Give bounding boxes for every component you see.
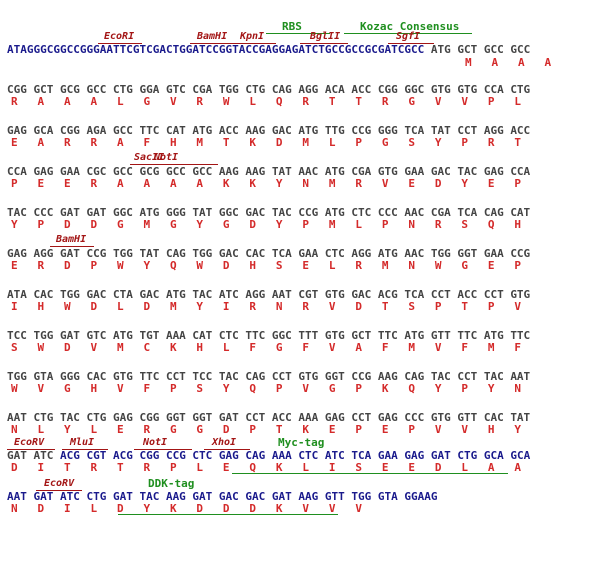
site-ecorv-line-row10: [7, 449, 55, 450]
aa-row-3: P E E R A A A A K K Y N M R V E D Y E P: [11, 177, 521, 190]
aa-row-10: D I T R T R P L E Q K L I S E E D L A A: [11, 461, 521, 474]
site-mlui-line: [62, 449, 108, 450]
nt-row-1: CGG GCT GCG GCC CTG GGA GTC CGA TGG CTG …: [7, 83, 531, 96]
aa-row-9: N L Y L E R G G D P T K E P E P V V H Y: [11, 423, 521, 436]
aa-row-6: I H W D L D M Y I R N R V D T S P T P V: [11, 300, 521, 313]
aa-row-1: R A A A L G V R W L Q R T T R G V V P L: [11, 95, 521, 108]
site-noti-label-row10: NotI: [143, 437, 168, 448]
site-noti-line-row10: [134, 449, 192, 450]
site-kpni-label: KpnI: [240, 31, 265, 42]
site-sacii-label: SacII: [134, 152, 165, 163]
nt-row-8: TGG GTA GGG CAC GTG TTC CCT TCC TAC CAG …: [7, 370, 531, 383]
nt-row-5: GAG AGG GAT CCG TGG TAT CAG TGG GAC CAC …: [7, 247, 531, 260]
nt-row-2: GAG GCA CGG AGA GCC TTC CAT ATG ACC AAG …: [7, 124, 531, 137]
feature-kozac-label: Kozac Consensus: [360, 20, 460, 33]
nt-row-3: CCA GAG GAA CGC GCC GCG GCC GCC AAG AAG …: [7, 165, 531, 178]
site-bamhi-label: BamHI: [197, 31, 228, 42]
site-bamhi-line-row5: [50, 246, 94, 247]
feature-kozac-line: [344, 33, 472, 34]
feature-ddk-tag-line: [118, 514, 338, 515]
header-sequence-line: ATAGGGCGGCCGGGAATTCGTCGACTGGATCCGGTACCGA…: [7, 43, 530, 56]
feature-rbs-line: [266, 33, 330, 34]
site-bamhi-label-row5: BamHI: [56, 234, 87, 245]
aa-row-8: W V G H V F P S Y Q P V G P K Q Y P Y N: [11, 382, 521, 395]
site-noti-label-row3: NotI: [154, 152, 179, 163]
site-xhoi-label: XhoI: [212, 437, 237, 448]
site-ecorv-line-row11: [36, 490, 82, 491]
header-aa-line: M A A A: [465, 56, 552, 69]
site-sgfi-label: SgfI: [396, 31, 421, 42]
site-sgfi-line: [388, 43, 434, 44]
nt-row-10-start: GAT ATC: [7, 449, 60, 462]
site-mlui-label: MluI: [70, 437, 95, 448]
site-bamhi-kpni-line: [190, 43, 276, 44]
site-bglii-line: [300, 43, 348, 44]
aa-row-2: E A R R A F H M T K D M L P G S Y P R T: [11, 136, 521, 149]
site-ecori-line: [98, 43, 142, 44]
feature-myc-tag-label: Myc-tag: [278, 436, 325, 449]
site-ecorv-label-row10: EcoRV: [14, 437, 45, 448]
site-ecori-label: EcoRI: [104, 31, 135, 42]
feature-myc-tag-line: [232, 473, 508, 474]
nt-row-4: TAC CCC GAT GAT GGC ATG GGG TAT GGC GAC …: [7, 206, 531, 219]
vector-sequence: ATAGGGCGGCCGGGAATTCGTCGACTGGATCCGGTACCGA…: [7, 43, 425, 56]
site-bglii-label: BglII: [310, 31, 341, 42]
aa-row-7: S W D V M C K H L F G F V A F M V F M F: [11, 341, 521, 354]
feature-rbs-label: RBS: [282, 20, 302, 33]
nt-row-6: ATA CAC TGG GAC CTA GAC ATG TAC ATC AGG …: [7, 288, 531, 301]
nt-row-10: GAT ATC ACG CGT ACG CGG CCG CTC GAG CAG …: [7, 449, 530, 462]
aa-row-5: E R D P W Y Q W D H S E L R M N W G E P: [11, 259, 521, 272]
aa-row-4: Y P D D G M G Y G D Y P M L P N R S Q H: [11, 218, 521, 231]
nt-row-7: TCC TGG GAT GTC ATG TGT AAA CAT CTC TTC …: [7, 329, 531, 342]
aa-row-11: N D I L D Y K D D D K V V V: [11, 502, 362, 515]
nt-row-10-vector: ACG CGT ACG CGG CCG CTC GAG CAG AAA CTC …: [59, 449, 531, 462]
feature-ddk-tag-label: DDK-tag: [148, 477, 195, 490]
nt-row-11: AAT GAT ATC CTG GAT TAC AAG GAT GAC GAC …: [7, 490, 438, 503]
site-xhoi-line: [204, 449, 250, 450]
nt-row-9: AAT CTG TAC CTG GAG CGG GGT GGT GAT CCT …: [7, 411, 531, 424]
site-ecorv-label-row11: EcoRV: [44, 478, 75, 489]
site-sacii-noti-line: [130, 164, 218, 165]
orf-start-codons: ATG GCT GCC GCC: [424, 43, 531, 56]
